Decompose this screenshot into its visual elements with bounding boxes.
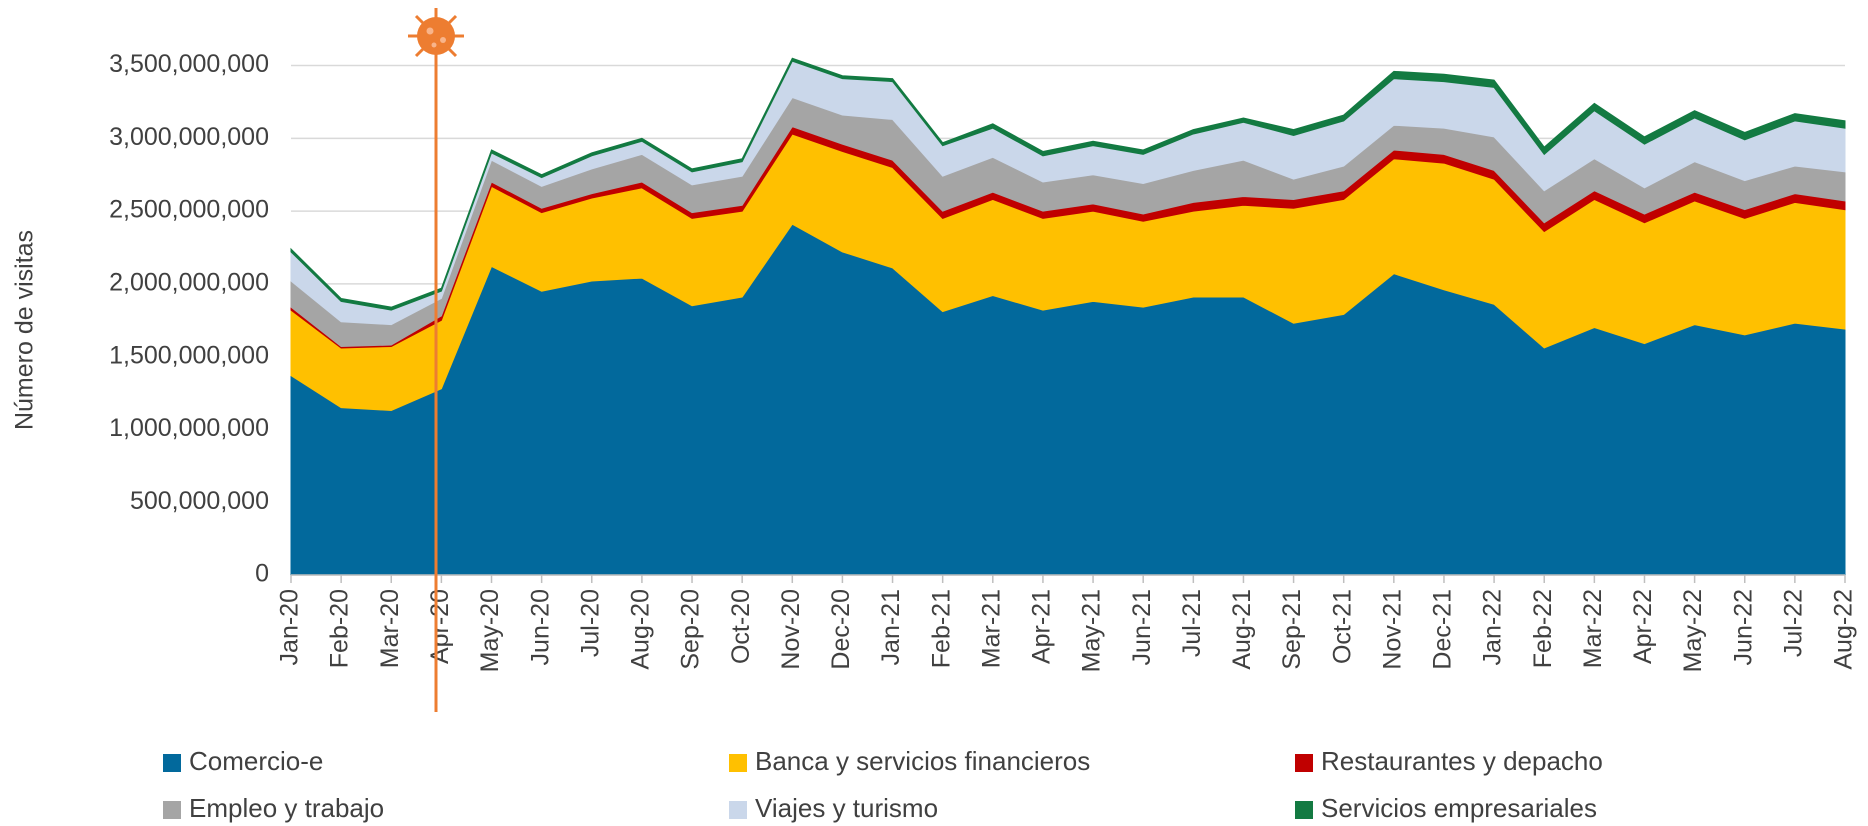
x-tick-label: Jul-20 <box>576 589 604 657</box>
x-tick-label: Jan-22 <box>1479 589 1507 665</box>
legend-swatch <box>729 801 747 819</box>
y-axis-label: Número de visitas <box>11 230 39 430</box>
x-tick-label: Aug-20 <box>627 589 655 670</box>
legend: Comercio-e Banca y servicios financieros R… <box>163 746 1603 823</box>
legend-swatch <box>1295 754 1313 772</box>
axes: 0 500,000,000 1,000,000,000 1,500,000,000 2,… <box>109 50 1858 672</box>
x-tick-label: Dec-21 <box>1429 589 1457 670</box>
x-tick-label: May-20 <box>476 589 504 672</box>
x-tick-label: Jul-22 <box>1779 589 1807 657</box>
legend-swatch <box>729 754 747 772</box>
x-tick-label: Apr-21 <box>1028 589 1056 664</box>
x-tick-label: May-21 <box>1078 589 1106 672</box>
y-tick-label: 0 <box>255 560 269 588</box>
x-tick-label: Mar-21 <box>977 589 1005 668</box>
y-tick-label: 1,500,000,000 <box>109 341 269 369</box>
y-tick-label: 500,000,000 <box>130 487 269 515</box>
area <box>290 57 1846 311</box>
legend-label: Banca y servicios financieros <box>755 746 1090 776</box>
legend-label: Servicios empresariales <box>1321 793 1597 823</box>
legend-swatch <box>163 801 181 819</box>
x-tick-label: Feb-22 <box>1529 589 1557 668</box>
x-tick-label: Feb-21 <box>927 589 955 668</box>
virus-icon <box>408 8 464 64</box>
y-tick-label: 3,000,000,000 <box>109 123 269 151</box>
x-tick-label: Jan-20 <box>276 589 304 665</box>
x-tick-label: Aug-21 <box>1228 589 1256 670</box>
x-tick-label: Jun-22 <box>1729 589 1757 665</box>
x-tick-label: Apr-22 <box>1629 589 1657 664</box>
legend-swatch <box>163 754 181 772</box>
x-tick-label: Feb-20 <box>326 589 354 668</box>
x-tick-label: Sep-20 <box>677 589 705 670</box>
y-tick-label: 1,000,000,000 <box>109 414 269 442</box>
x-tick-label: Mar-22 <box>1579 589 1607 668</box>
legend-label: Viajes y turismo <box>755 793 938 823</box>
x-tick-label: Jul-21 <box>1178 589 1206 657</box>
x-tick-label: Jun-21 <box>1128 589 1156 665</box>
x-tick-label: Apr-20 <box>426 589 454 664</box>
x-tick-label: Oct-20 <box>727 589 755 664</box>
legend-label: Empleo y trabajo <box>189 793 384 823</box>
y-tick-label: 2,000,000,000 <box>109 268 269 296</box>
x-tick-label: May-22 <box>1679 589 1707 672</box>
x-tick-label: Sep-21 <box>1278 589 1306 670</box>
areas <box>290 57 1846 576</box>
x-tick-label: Aug-22 <box>1830 589 1858 670</box>
legend-label: Restaurantes y depacho <box>1321 746 1603 776</box>
y-tick-label: 3,500,000,000 <box>109 50 269 78</box>
x-tick-label: Nov-21 <box>1378 589 1406 670</box>
x-tick-label: Nov-20 <box>777 589 805 670</box>
x-tick-label: Mar-20 <box>376 589 404 668</box>
x-tick-label: Jun-20 <box>526 589 554 665</box>
y-tick-label: 2,500,000,000 <box>109 196 269 224</box>
legend-swatch <box>1295 801 1313 819</box>
x-tick-label: Oct-21 <box>1328 589 1356 664</box>
x-tick-label: Dec-20 <box>827 589 855 670</box>
legend-label: Comercio-e <box>189 746 323 776</box>
covid-marker <box>408 8 464 712</box>
x-tick-label: Jan-21 <box>877 589 905 665</box>
